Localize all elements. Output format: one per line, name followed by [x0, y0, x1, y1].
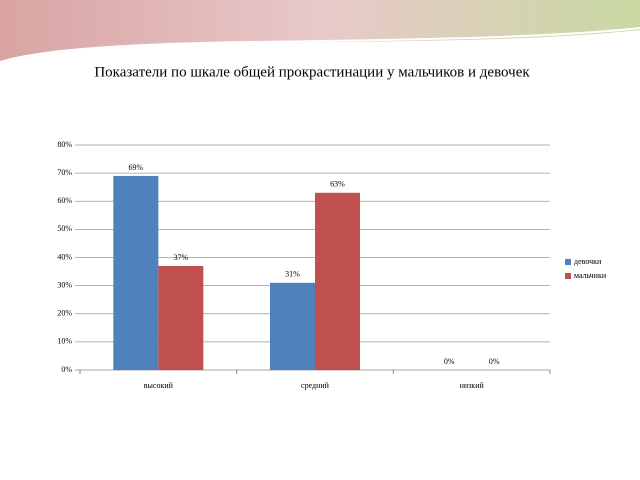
x-tick-label: средний [301, 381, 330, 390]
value-label: 31% [285, 270, 300, 279]
bar [315, 192, 360, 370]
y-tick-label: 30% [57, 280, 72, 289]
y-tick-label: 80% [57, 140, 72, 149]
decor-wave [0, 0, 640, 62]
y-tick-label: 60% [57, 196, 72, 205]
legend-swatch [565, 259, 571, 265]
value-label: 69% [128, 163, 143, 172]
y-tick-label: 0% [61, 365, 72, 374]
value-label: 0% [489, 357, 500, 366]
y-tick-label: 70% [57, 168, 72, 177]
legend-label: мальчики [574, 271, 607, 280]
y-tick-label: 20% [57, 309, 72, 318]
legend-swatch [565, 273, 571, 279]
value-label: 63% [330, 180, 345, 189]
value-label: 37% [173, 253, 188, 262]
y-tick-label: 40% [57, 252, 72, 261]
bar [158, 265, 204, 370]
decor-line [0, 27, 640, 63]
bar [270, 282, 315, 370]
x-tick-label: высокий [144, 381, 174, 390]
bar [113, 175, 159, 370]
value-label: 0% [444, 357, 455, 366]
y-tick-label: 50% [57, 224, 72, 233]
legend-label: девочки [574, 257, 602, 266]
x-tick-label: низкий [460, 381, 485, 390]
y-tick-label: 10% [57, 337, 72, 346]
chart-title: Показатели по шкале общей прокрастинации… [94, 64, 530, 80]
